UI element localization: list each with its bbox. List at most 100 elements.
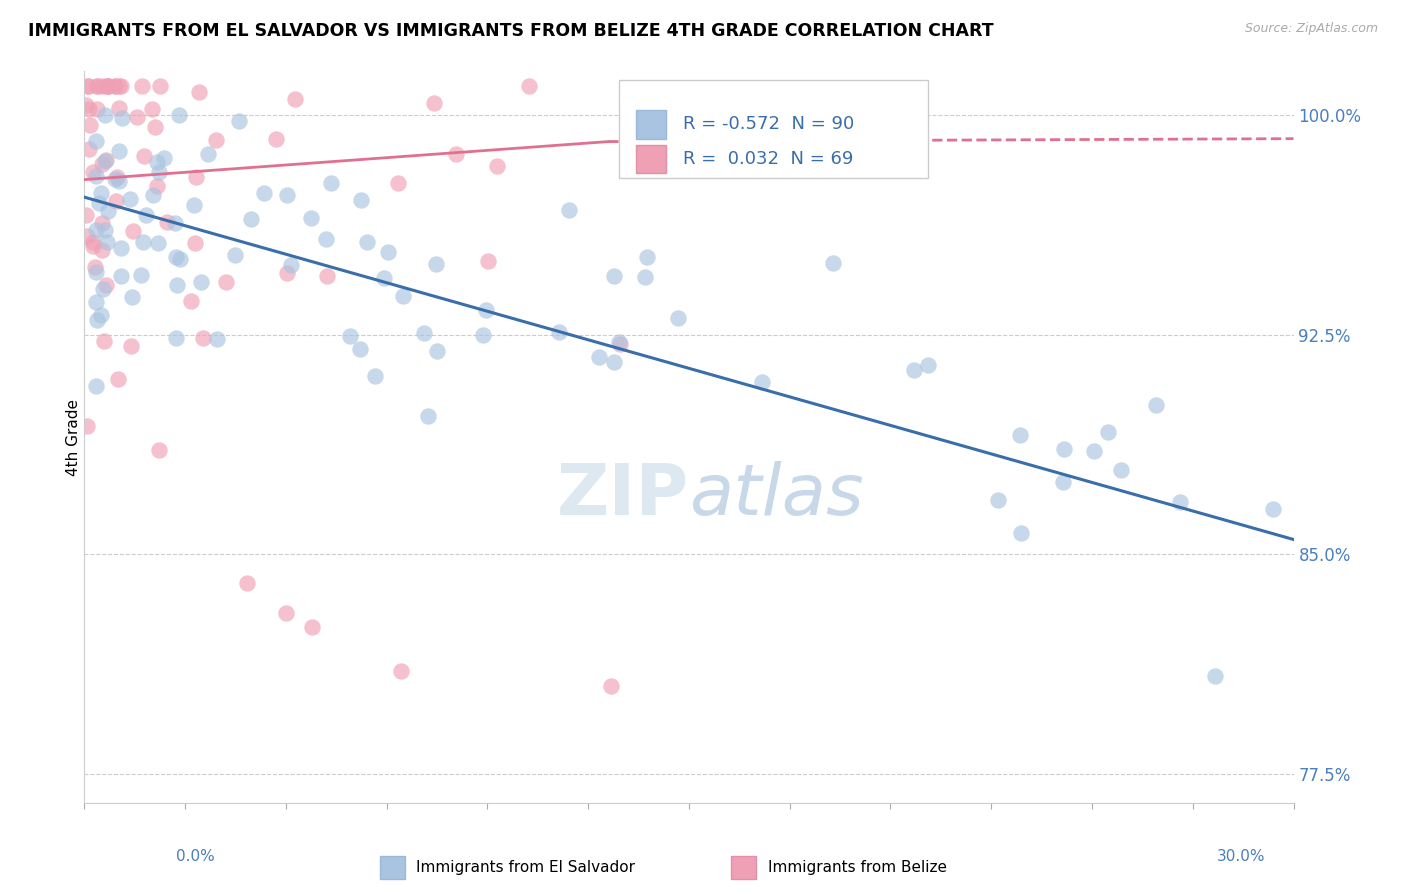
Point <box>104 78 127 93</box>
Point <box>190 275 212 289</box>
Point <box>276 188 298 202</box>
Point <box>666 311 689 326</box>
Point <box>97 204 120 219</box>
Point <box>105 194 128 209</box>
Text: Immigrants from El Salvador: Immigrants from El Salvador <box>416 861 636 875</box>
Point <box>96 78 118 93</box>
Point <box>82 235 104 250</box>
Point <box>93 108 115 122</box>
Point <box>110 268 132 283</box>
Point <box>184 236 207 251</box>
Point <box>634 269 657 284</box>
Point <box>477 254 499 268</box>
Point <box>423 95 446 110</box>
Point <box>1263 502 1285 516</box>
Point <box>108 174 131 188</box>
Point <box>444 147 467 161</box>
Point <box>602 269 624 284</box>
Point <box>180 294 202 309</box>
Point <box>1097 425 1119 439</box>
Point <box>86 78 108 93</box>
Point <box>387 176 409 190</box>
Text: 30.0%: 30.0% <box>1218 849 1265 864</box>
Point <box>121 290 143 304</box>
Point <box>91 216 114 230</box>
Point <box>107 372 129 386</box>
Text: 0.0%: 0.0% <box>176 849 215 864</box>
Text: Immigrants from Belize: Immigrants from Belize <box>768 861 946 875</box>
Y-axis label: 4th Grade: 4th Grade <box>66 399 80 475</box>
Point <box>485 159 508 173</box>
Point <box>82 238 104 252</box>
Point <box>169 252 191 266</box>
Point <box>1010 427 1032 442</box>
Point <box>148 442 170 457</box>
Point <box>83 260 105 274</box>
Point <box>425 257 447 271</box>
Point <box>148 236 170 251</box>
Point <box>97 78 120 93</box>
Point <box>356 235 378 250</box>
Point <box>79 142 101 156</box>
Point <box>120 192 142 206</box>
Point <box>132 235 155 250</box>
Text: ZIP: ZIP <box>557 461 689 530</box>
Point <box>134 149 156 163</box>
Point <box>76 229 98 244</box>
Point <box>475 303 498 318</box>
Text: IMMIGRANTS FROM EL SALVADOR VS IMMIGRANTS FROM BELIZE 4TH GRADE CORRELATION CHAR: IMMIGRANTS FROM EL SALVADOR VS IMMIGRANT… <box>28 22 994 40</box>
Point <box>91 282 114 296</box>
Point <box>472 327 495 342</box>
Point <box>77 78 100 93</box>
Point <box>917 358 939 372</box>
Point <box>349 342 371 356</box>
Point <box>1052 475 1074 490</box>
Point <box>90 186 112 200</box>
Point <box>146 179 169 194</box>
Point <box>90 308 112 322</box>
Point <box>284 92 307 106</box>
Point <box>426 344 449 359</box>
Point <box>321 177 343 191</box>
Text: R = -0.572  N = 90: R = -0.572 N = 90 <box>683 115 855 134</box>
Point <box>228 113 250 128</box>
Point <box>276 606 298 620</box>
Point <box>141 102 163 116</box>
Point <box>86 294 108 309</box>
Point <box>108 78 131 93</box>
Point <box>301 620 323 634</box>
Point <box>86 265 108 279</box>
Point <box>607 334 630 349</box>
Point <box>1053 442 1076 456</box>
Point <box>148 165 170 179</box>
Point <box>97 78 120 93</box>
Text: R =  0.032  N = 69: R = 0.032 N = 69 <box>683 150 853 168</box>
Point <box>96 235 118 249</box>
Point <box>93 334 115 349</box>
Point <box>636 250 658 264</box>
Point <box>86 379 108 393</box>
Point <box>276 267 298 281</box>
Point <box>75 208 97 222</box>
Point <box>187 86 209 100</box>
Point <box>416 409 439 423</box>
Point <box>143 120 166 134</box>
Point <box>558 202 581 217</box>
Point <box>389 664 412 678</box>
Point <box>86 78 108 93</box>
Point <box>108 144 131 158</box>
Point <box>86 223 108 237</box>
Point <box>391 289 413 303</box>
Point <box>184 169 207 184</box>
Text: atlas: atlas <box>689 461 863 530</box>
Point <box>142 187 165 202</box>
Point <box>90 244 112 258</box>
Point <box>76 419 98 434</box>
Point <box>77 103 100 117</box>
Point <box>86 313 108 327</box>
Point <box>215 275 238 289</box>
Point <box>1083 443 1105 458</box>
Point <box>253 186 276 201</box>
Point <box>149 78 172 93</box>
Point <box>165 331 187 345</box>
